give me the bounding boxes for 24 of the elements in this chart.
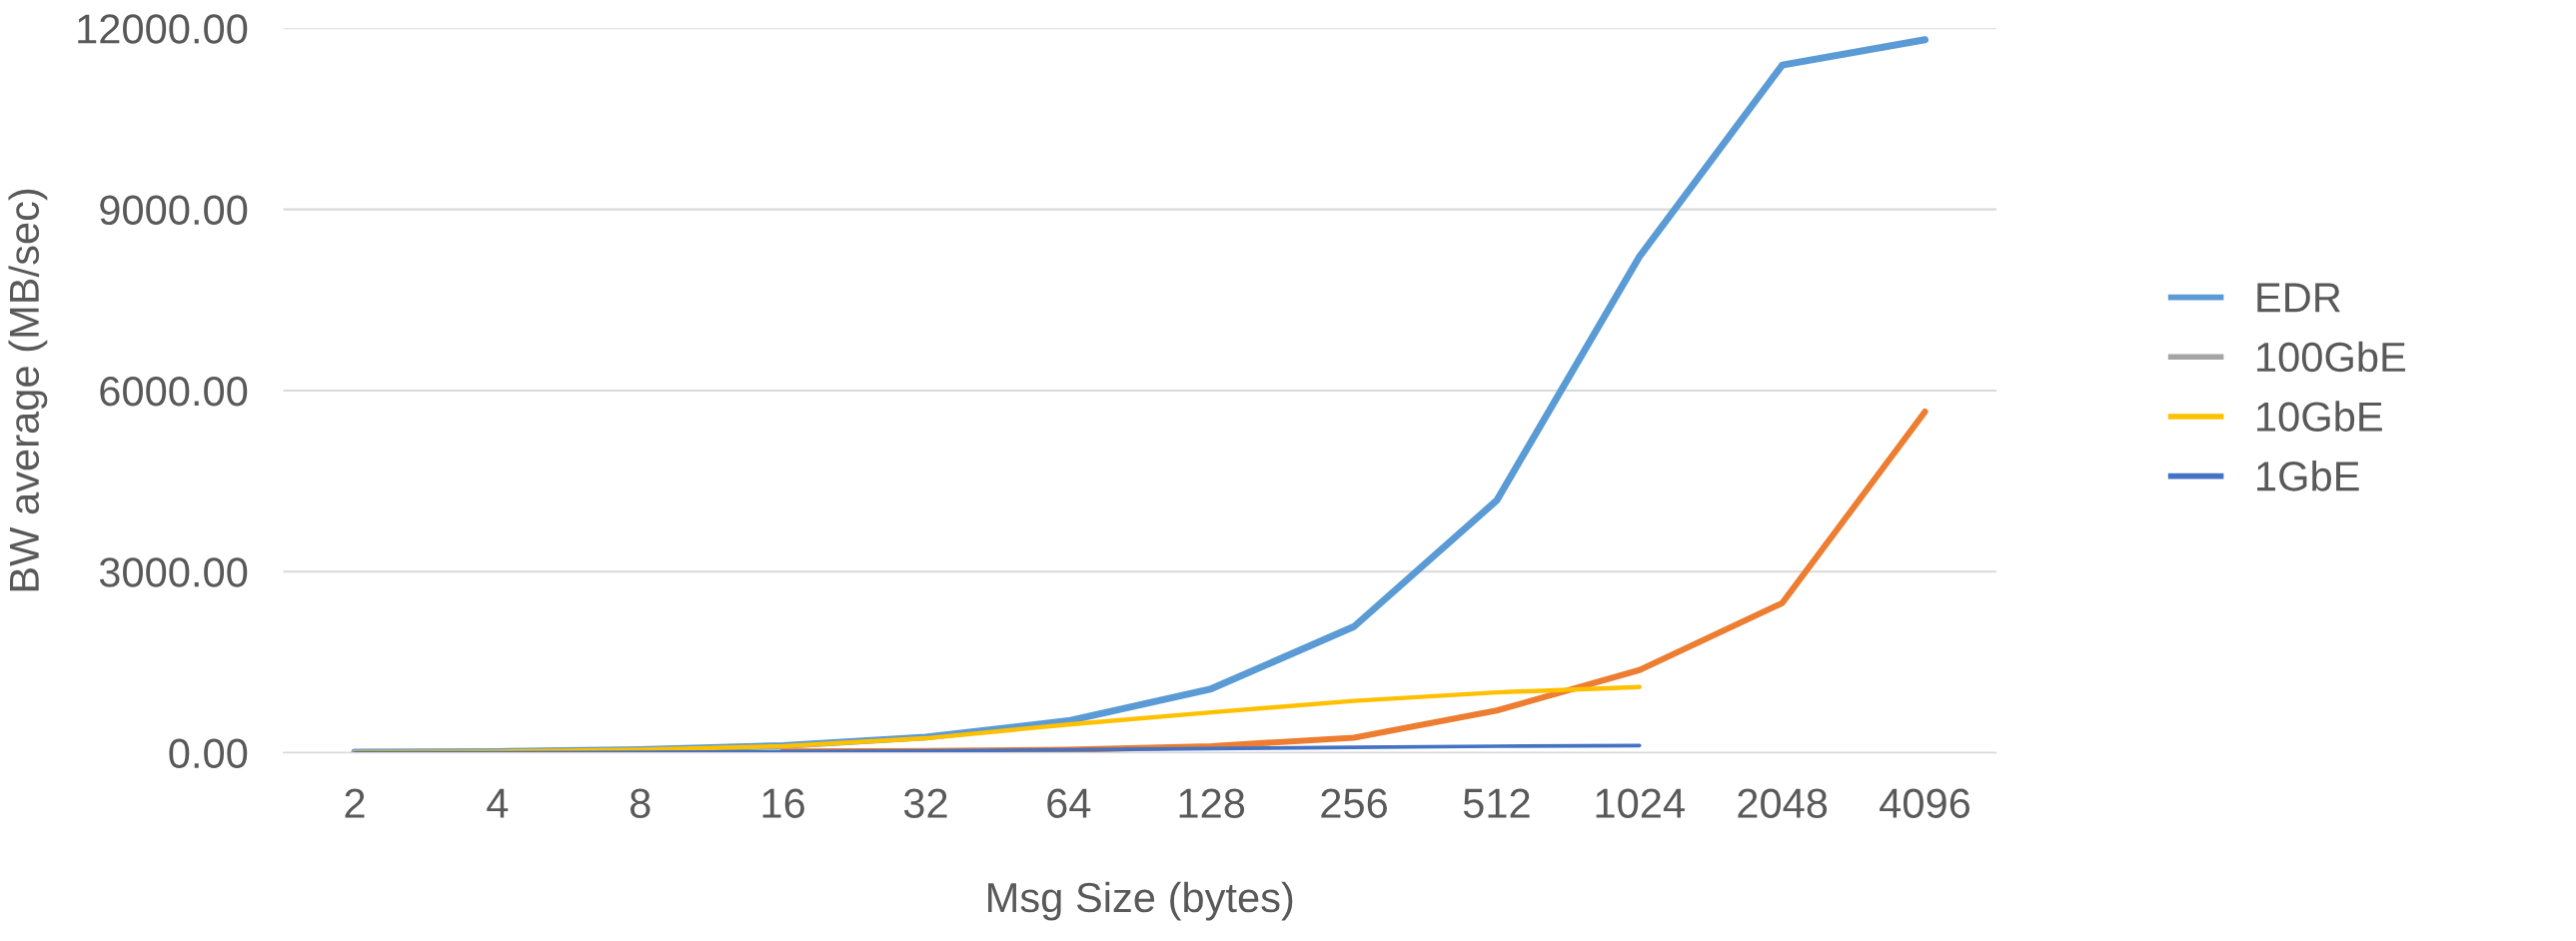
x-tick-label: 32 [903, 788, 947, 818]
legend-label: 10GbE [2257, 401, 2382, 432]
x-tick-label: 2048 [1738, 788, 1828, 818]
x-tick-label: 128 [1179, 788, 1245, 818]
y-tick-label: 0.00 [169, 738, 248, 769]
x-tick-label: 4096 [1880, 788, 1970, 818]
x-tick-label: 2 [345, 788, 365, 818]
y-tick-label: 9000.00 [100, 195, 248, 226]
x-tick-label: 4 [487, 788, 509, 818]
y-tick-label: 6000.00 [100, 376, 248, 407]
x-tick-label: 64 [1047, 788, 1091, 818]
x-tick-label: 1024 [1596, 788, 1685, 818]
x-tick-label: 256 [1321, 788, 1387, 818]
line-series [353, 743, 1642, 753]
legend-label: EDR [2257, 283, 2340, 313]
x-tick-label: 16 [762, 788, 804, 818]
x-axis-title: Msg Size (bytes) [988, 881, 1293, 921]
legend-label: 1GbE [2257, 461, 2359, 491]
legend-label: 100GbE [2257, 341, 2406, 373]
x-tick-label: 512 [1463, 788, 1530, 818]
y-axis-title: BW average (MB/sec) [8, 189, 48, 591]
y-tick-label: 12000.00 [78, 14, 248, 44]
x-tick-label: 8 [630, 788, 650, 818]
y-tick-label: 3000.00 [99, 557, 248, 587]
